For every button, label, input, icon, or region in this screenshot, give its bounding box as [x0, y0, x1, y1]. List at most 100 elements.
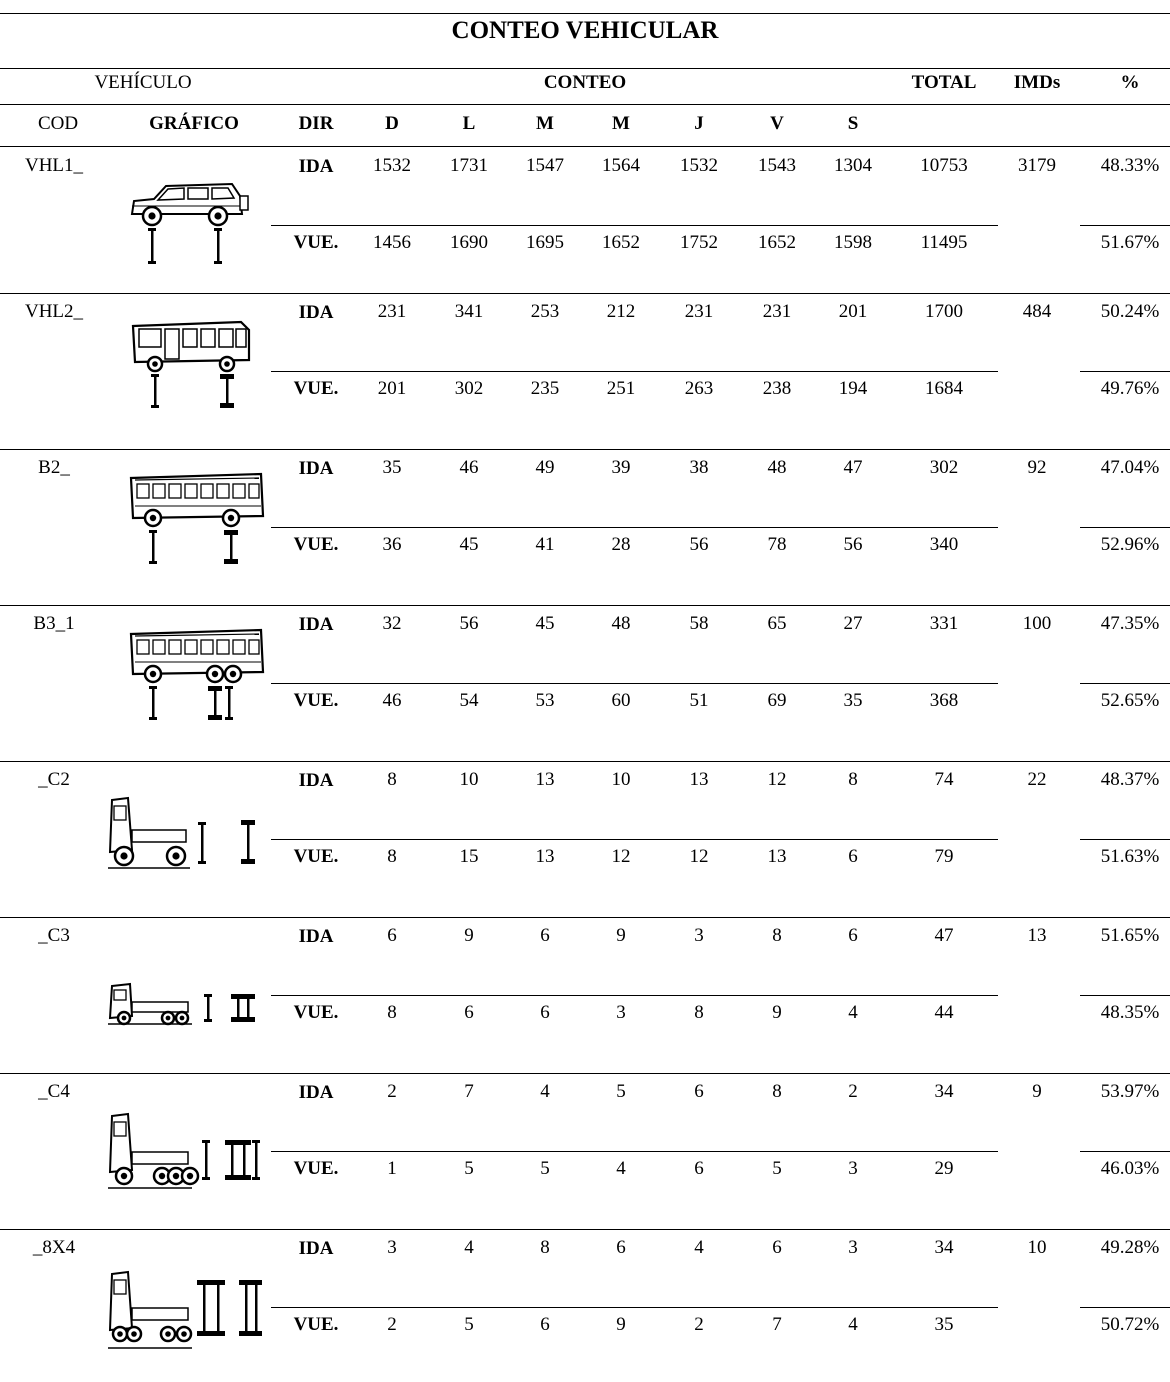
- dir-vue-label: VUE.: [293, 232, 339, 253]
- direction-rule: [271, 1307, 998, 1308]
- count-cell: 6: [464, 1002, 474, 1023]
- count-cell: 48: [611, 613, 631, 634]
- total-cell: 34: [934, 1237, 954, 1258]
- top-rule: [0, 13, 1170, 14]
- count-cell: 6: [694, 1158, 704, 1179]
- count-cell: 39: [611, 457, 631, 478]
- header-day-0: D: [385, 113, 399, 134]
- count-cell: 45: [459, 534, 479, 555]
- count-cell: 235: [530, 378, 560, 399]
- count-cell: 8: [848, 769, 858, 790]
- dir-ida-label: IDA: [298, 926, 334, 947]
- count-cell: 231: [684, 301, 714, 322]
- dir-vue-label: VUE.: [293, 534, 339, 555]
- dir-ida-label: IDA: [298, 1082, 334, 1103]
- header-day-1: L: [462, 113, 476, 134]
- dir-ida-label: IDA: [298, 614, 334, 635]
- minibus-icon: [129, 312, 259, 422]
- count-cell: 56: [843, 534, 863, 555]
- count-cell: 341: [454, 301, 484, 322]
- dir-ida-label: IDA: [298, 458, 334, 479]
- imds-cell: 484: [1022, 301, 1052, 322]
- count-cell: 212: [606, 301, 636, 322]
- percent-cell: 50.24%: [1100, 301, 1160, 322]
- count-cell: 2: [387, 1314, 397, 1335]
- header-rule-3: [0, 146, 1170, 147]
- count-cell: 2: [387, 1081, 397, 1102]
- count-cell: 6: [616, 1237, 626, 1258]
- count-cell: 8: [772, 1081, 782, 1102]
- count-cell: 1547: [526, 155, 564, 176]
- header-day-2: M: [536, 113, 554, 134]
- vehicle-code: _C4: [38, 1081, 70, 1102]
- count-cell: 6: [540, 925, 550, 946]
- dir-vue-label: VUE.: [293, 1158, 339, 1179]
- count-cell: 4: [694, 1237, 704, 1258]
- direction-rule: [271, 1151, 998, 1152]
- percent-cell: 48.35%: [1100, 1002, 1160, 1023]
- count-cell: 10: [611, 769, 631, 790]
- imds-cell: 3179: [1018, 155, 1056, 176]
- header-percent: %: [1120, 72, 1140, 93]
- count-cell: 5: [464, 1158, 474, 1179]
- percent-cell: 51.67%: [1100, 232, 1160, 253]
- count-cell: 9: [616, 1314, 626, 1335]
- percent-cell: 48.33%: [1100, 155, 1160, 176]
- count-cell: 35: [843, 690, 863, 711]
- count-cell: 9: [616, 925, 626, 946]
- vehicle-code: B3_1: [33, 613, 75, 634]
- count-cell: 12: [611, 846, 631, 867]
- total-cell: 34: [934, 1081, 954, 1102]
- count-cell: 231: [762, 301, 792, 322]
- count-cell: 36: [382, 534, 402, 555]
- percent-cell: 47.35%: [1100, 613, 1160, 634]
- header-imds: IMDs: [1013, 72, 1061, 93]
- total-cell: 74: [934, 769, 954, 790]
- row-rule: [0, 761, 1170, 762]
- vehicle-code: _8X4: [32, 1237, 76, 1258]
- imds-cell: 92: [1027, 457, 1047, 478]
- imds-cell: 9: [1032, 1081, 1042, 1102]
- vehicle-code: _C3: [38, 925, 70, 946]
- total-cell: 331: [929, 613, 959, 634]
- vehicle-code: _C2: [38, 769, 70, 790]
- percent-cell: 50.72%: [1100, 1314, 1160, 1335]
- count-cell: 3: [848, 1158, 858, 1179]
- vehicle-code: VHL1_: [24, 155, 84, 176]
- suv-icon: [124, 166, 254, 276]
- percent-cell: 51.65%: [1100, 925, 1160, 946]
- count-cell: 8: [387, 1002, 397, 1023]
- total-cell: 1700: [925, 301, 963, 322]
- percent-cell: 48.37%: [1100, 769, 1160, 790]
- count-cell: 65: [767, 613, 787, 634]
- direction-rule: [271, 683, 998, 684]
- count-cell: 48: [767, 457, 787, 478]
- count-cell: 1752: [680, 232, 718, 253]
- dir-ida-label: IDA: [298, 302, 334, 323]
- direction-rule: [271, 995, 998, 996]
- count-cell: 54: [459, 690, 479, 711]
- count-cell: 3: [848, 1237, 858, 1258]
- dir-ida-label: IDA: [298, 770, 334, 791]
- count-cell: 1532: [373, 155, 411, 176]
- count-cell: 53: [535, 690, 555, 711]
- count-cell: 56: [459, 613, 479, 634]
- count-cell: 253: [530, 301, 560, 322]
- truck-c3-icon: [102, 944, 262, 1034]
- count-cell: 8: [772, 925, 782, 946]
- total-cell: 47: [934, 925, 954, 946]
- percent-rule: [1080, 1151, 1170, 1152]
- row-rule: [0, 1073, 1170, 1074]
- row-rule: [0, 605, 1170, 606]
- total-cell: 11495: [920, 232, 968, 253]
- header-grafico: GRÁFICO: [149, 113, 239, 134]
- dir-vue-label: VUE.: [293, 690, 339, 711]
- percent-cell: 52.96%: [1100, 534, 1160, 555]
- header-total: TOTAL: [911, 72, 977, 93]
- direction-rule: [271, 839, 998, 840]
- count-cell: 32: [382, 613, 402, 634]
- dir-vue-label: VUE.: [293, 1002, 339, 1023]
- count-cell: 12: [767, 769, 787, 790]
- bus-3-axle-icon: [127, 622, 267, 732]
- count-cell: 58: [689, 613, 709, 634]
